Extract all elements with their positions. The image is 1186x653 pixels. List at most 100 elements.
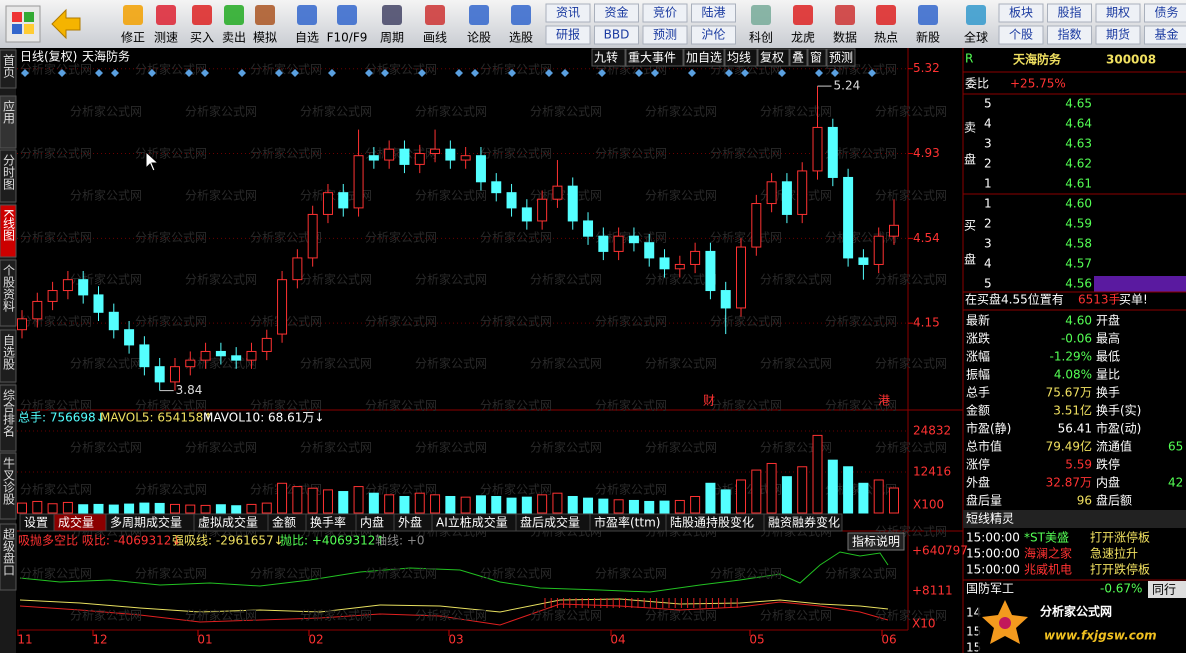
grid-button[interactable] <box>545 25 591 45</box>
toolbar-icon[interactable] <box>966 5 986 25</box>
toolbar-button[interactable]: 科创 <box>749 31 773 45</box>
toolbar-icon[interactable] <box>511 5 531 25</box>
grid-button-label[interactable]: 预测 <box>653 28 677 42</box>
side-tab-label[interactable]: 自选股 <box>2 334 16 371</box>
side-tab[interactable] <box>0 523 17 591</box>
toolbar-button[interactable]: 画线 <box>423 31 447 45</box>
chart-button[interactable] <box>807 48 827 67</box>
toolbar-icon[interactable] <box>835 5 855 25</box>
side-tab-label[interactable]: 分时图 <box>2 154 16 190</box>
toolbar-icon[interactable] <box>876 5 896 25</box>
volume-tab-label[interactable]: 虚拟成交量 <box>198 515 258 530</box>
toolbar-icon[interactable] <box>425 5 445 25</box>
grid-button-label[interactable]: 指数 <box>1057 27 1081 42</box>
chart-button[interactable] <box>625 48 684 67</box>
chart-button-label[interactable]: 均线 <box>727 51 751 65</box>
grid-button-label[interactable]: 个股 <box>1009 28 1033 42</box>
side-tab-label[interactable]: 综合排名 <box>2 389 16 437</box>
grid-button-label[interactable]: 板块 <box>1009 6 1033 20</box>
toolbar-button[interactable]: 模拟 <box>253 31 277 45</box>
volume-tab-label[interactable]: 融资融券变化 <box>768 515 840 530</box>
side-tab-label[interactable]: 首页 <box>2 54 16 79</box>
toolbar-button[interactable]: 修正 <box>121 30 145 45</box>
grid-button[interactable] <box>642 3 688 23</box>
grid-button[interactable] <box>594 25 639 45</box>
toolbar-button[interactable]: 数据 <box>833 30 857 45</box>
chart-button-label[interactable]: 叠 <box>792 51 804 65</box>
help-label[interactable]: 指标说明 <box>852 534 900 549</box>
toolbar-icon[interactable] <box>793 5 813 25</box>
toolbar-icon[interactable] <box>224 5 244 25</box>
chart-button[interactable] <box>683 48 725 67</box>
volume-tab-label[interactable]: 换手率 <box>310 515 346 530</box>
side-tab-label[interactable]: K线图 <box>2 209 16 241</box>
toolbar-button[interactable]: 测速 <box>154 31 178 45</box>
grid-button-label[interactable]: 股指 <box>1057 5 1081 20</box>
grid-button-label[interactable]: 期货 <box>1106 27 1130 42</box>
volume-tab-label[interactable]: AI立桩成交量 <box>436 515 508 530</box>
chart-button-label[interactable]: 加自选 <box>686 51 722 65</box>
toolbar-icon[interactable] <box>192 5 212 25</box>
toolbar-button[interactable]: 自选 <box>295 31 319 45</box>
toolbar-button[interactable]: 热点 <box>874 31 898 45</box>
toolbar-button[interactable]: F10/F9 <box>327 31 368 45</box>
toolbar-icon[interactable] <box>918 5 938 25</box>
peer-label[interactable]: 同行 <box>1152 583 1176 597</box>
volume-tab-label[interactable]: 陆股通持股变化 <box>670 515 754 530</box>
grid-button[interactable] <box>1047 3 1092 23</box>
grid-button-label[interactable]: 债务 <box>1154 5 1178 20</box>
grid-button-label[interactable]: BBD <box>604 28 630 42</box>
toolbar-button[interactable]: 全球 <box>964 30 988 45</box>
chart-button-label[interactable]: 重大事件 <box>628 51 676 65</box>
side-tab[interactable] <box>0 49 17 89</box>
grid-button-label[interactable]: 竞价 <box>653 6 677 20</box>
grid-button[interactable] <box>594 3 639 23</box>
toolbar-button[interactable]: 新股 <box>916 30 940 45</box>
toolbar-button[interactable]: 选股 <box>509 31 533 45</box>
grid-button-label[interactable]: 研报 <box>556 27 580 42</box>
grid-button[interactable] <box>1095 25 1141 45</box>
grid-button[interactable] <box>998 25 1044 45</box>
volume-tab-label[interactable]: 内盘 <box>360 515 384 530</box>
toolbar-icon[interactable] <box>255 5 275 25</box>
side-tab[interactable] <box>0 452 17 520</box>
side-tab[interactable] <box>0 149 17 203</box>
volume-tab-label[interactable]: 成交量 <box>58 515 94 530</box>
toolbar-icon[interactable] <box>469 5 489 25</box>
volume-tab-label[interactable]: 多周期成交量 <box>110 515 182 530</box>
toolbar-icon[interactable] <box>337 5 357 25</box>
side-tab-label[interactable]: 个股资料 <box>2 264 16 312</box>
help-button[interactable] <box>847 532 905 551</box>
side-tab[interactable] <box>0 204 17 258</box>
volume-tab[interactable] <box>763 513 843 532</box>
side-tab-label[interactable]: 应用 <box>2 99 16 125</box>
chart-button[interactable] <box>724 48 758 67</box>
chart-button-label[interactable]: 预测 <box>829 51 853 65</box>
grid-button[interactable] <box>1047 25 1092 45</box>
grid-button[interactable] <box>545 3 591 23</box>
toolbar-icon[interactable] <box>751 5 771 25</box>
volume-tab-label[interactable]: 金额 <box>272 515 296 530</box>
volume-tab-label[interactable]: 盘后成交量 <box>520 515 580 530</box>
grid-button-label[interactable]: 陆港 <box>701 5 725 20</box>
grid-button[interactable] <box>691 3 736 23</box>
chart-button[interactable] <box>789 48 808 67</box>
side-tab[interactable] <box>0 95 17 149</box>
grid-button-label[interactable]: 沪伦 <box>701 27 725 42</box>
grid-button-label[interactable]: 期权 <box>1106 6 1130 20</box>
chart-button-label[interactable]: 九转 <box>594 50 618 65</box>
grid-button[interactable] <box>642 25 688 45</box>
side-tab[interactable] <box>0 329 17 383</box>
side-tab[interactable] <box>0 384 17 452</box>
chart-button[interactable] <box>591 48 626 67</box>
chart-button-label[interactable]: 窗 <box>810 51 822 65</box>
grid-button[interactable] <box>691 25 736 45</box>
toolbar-icon[interactable] <box>297 5 317 25</box>
back-arrow[interactable] <box>51 8 81 40</box>
volume-tab-label[interactable]: 设置 <box>24 516 48 530</box>
toolbar-button[interactable]: 论股 <box>467 31 491 45</box>
grid-button-label[interactable]: 资金 <box>604 5 628 20</box>
chart-button-label[interactable]: 复权 <box>760 51 784 65</box>
logo-button[interactable] <box>5 5 41 43</box>
toolbar-button[interactable]: 卖出 <box>222 31 246 45</box>
